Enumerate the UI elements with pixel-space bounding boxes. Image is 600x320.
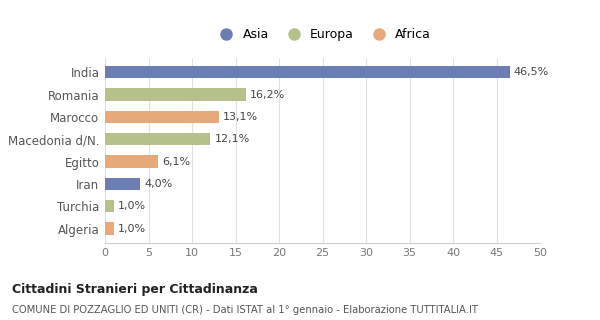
Text: 12,1%: 12,1% bbox=[215, 134, 250, 144]
Text: 1,0%: 1,0% bbox=[118, 201, 146, 211]
Bar bbox=[105, 88, 246, 101]
Bar bbox=[105, 133, 210, 145]
Bar bbox=[105, 66, 509, 78]
Bar bbox=[105, 178, 140, 190]
Text: 1,0%: 1,0% bbox=[118, 224, 146, 234]
Text: 6,1%: 6,1% bbox=[163, 156, 191, 167]
Bar bbox=[105, 200, 114, 212]
Bar bbox=[105, 156, 158, 168]
Text: 4,0%: 4,0% bbox=[144, 179, 172, 189]
Bar bbox=[105, 222, 114, 235]
Text: COMUNE DI POZZAGLIO ED UNITI (CR) - Dati ISTAT al 1° gennaio - Elaborazione TUTT: COMUNE DI POZZAGLIO ED UNITI (CR) - Dati… bbox=[12, 305, 478, 315]
Text: 46,5%: 46,5% bbox=[514, 67, 549, 77]
Bar bbox=[105, 111, 219, 123]
Text: 13,1%: 13,1% bbox=[223, 112, 259, 122]
Legend: Asia, Europa, Africa: Asia, Europa, Africa bbox=[209, 23, 436, 46]
Text: Cittadini Stranieri per Cittadinanza: Cittadini Stranieri per Cittadinanza bbox=[12, 283, 258, 296]
Text: 16,2%: 16,2% bbox=[250, 90, 286, 100]
